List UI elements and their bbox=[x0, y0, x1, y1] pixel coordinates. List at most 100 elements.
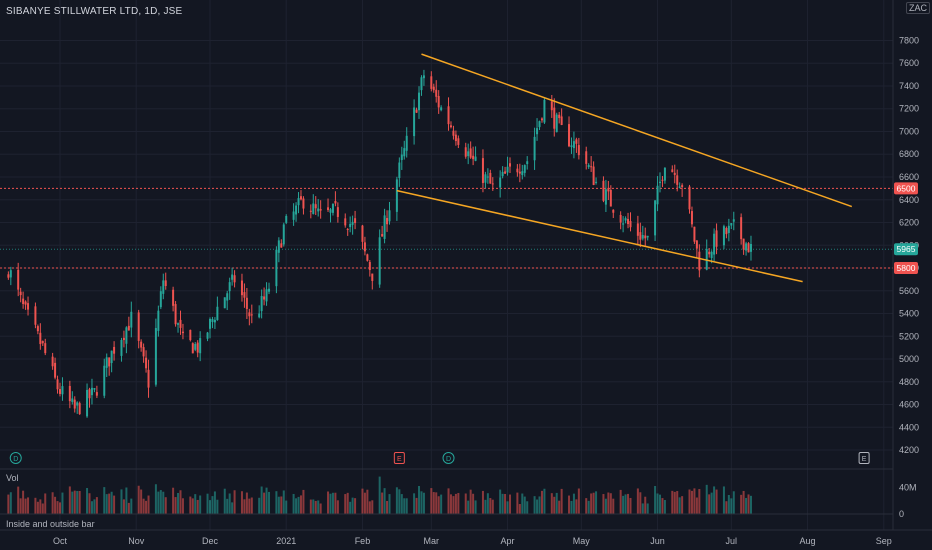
volume-bar bbox=[560, 488, 563, 514]
candle-body bbox=[243, 292, 246, 298]
candle-body bbox=[395, 179, 398, 212]
price-tick-label: 7400 bbox=[899, 81, 919, 91]
volume-pane-label[interactable]: Vol bbox=[6, 473, 19, 483]
candle-body bbox=[231, 274, 234, 280]
trendlines[interactable] bbox=[396, 53, 853, 283]
candle-body bbox=[420, 77, 423, 91]
volume-bar bbox=[226, 498, 229, 514]
candle-body bbox=[105, 357, 108, 368]
candle-body bbox=[248, 312, 251, 317]
candle-body bbox=[211, 319, 214, 322]
earnings-marker[interactable] bbox=[393, 452, 405, 464]
volume-bar bbox=[86, 488, 89, 514]
candle-body bbox=[24, 301, 27, 305]
volume-bar bbox=[690, 490, 693, 514]
volume-bar bbox=[540, 490, 543, 514]
candle-body bbox=[590, 166, 593, 168]
candle-body bbox=[9, 270, 12, 278]
volume-bar bbox=[120, 489, 123, 514]
price-label-text: 5965 bbox=[897, 244, 916, 254]
volume-bar bbox=[570, 500, 573, 514]
candle-body bbox=[147, 369, 150, 388]
candle-body bbox=[587, 164, 590, 168]
volume-bar bbox=[747, 494, 750, 514]
volume-bar bbox=[78, 490, 81, 514]
candle-body bbox=[629, 221, 632, 228]
volume-bar bbox=[533, 496, 536, 514]
volume-bar bbox=[199, 495, 202, 514]
volume-bar bbox=[656, 493, 659, 514]
volume-bar bbox=[708, 494, 711, 514]
volume-bar bbox=[17, 486, 20, 514]
volume-bar bbox=[644, 496, 647, 514]
volume-bar bbox=[509, 494, 511, 514]
candle-body bbox=[51, 356, 54, 367]
volume-bar bbox=[710, 492, 713, 514]
candle-body bbox=[454, 134, 457, 142]
volume-bar bbox=[432, 492, 435, 514]
candle-body bbox=[76, 402, 79, 406]
candle-body bbox=[154, 328, 157, 385]
event-marker-label: E bbox=[397, 456, 402, 463]
volume-bar bbox=[9, 492, 12, 514]
volume-bar bbox=[481, 490, 484, 514]
time-tick-label: Apr bbox=[501, 536, 515, 546]
volume-bar bbox=[405, 498, 408, 514]
price-label-badge bbox=[894, 182, 918, 195]
volume-bar bbox=[216, 499, 219, 514]
volume-bar bbox=[585, 498, 588, 514]
candle-body bbox=[103, 365, 106, 396]
volume-bar bbox=[334, 492, 337, 514]
time-axis[interactable]: Oct Nov Dec 2021 Feb Mar Apr May Jun Jul Aug Sep bbox=[53, 536, 892, 546]
volume-bar bbox=[464, 493, 467, 514]
candle-body bbox=[39, 332, 42, 345]
volume-bar bbox=[688, 489, 691, 514]
dividend-marker[interactable] bbox=[442, 452, 455, 464]
candle-body bbox=[742, 238, 745, 250]
candle-body bbox=[715, 230, 718, 247]
volume-bar bbox=[265, 487, 268, 514]
candle-body bbox=[73, 399, 76, 409]
volume-bar bbox=[27, 497, 30, 514]
volume-bar bbox=[88, 493, 91, 514]
trendline[interactable] bbox=[421, 53, 853, 208]
volume-bar bbox=[518, 504, 521, 514]
candle-body bbox=[690, 211, 693, 225]
time-tick-label: Aug bbox=[800, 536, 816, 546]
dividend-marker[interactable] bbox=[9, 452, 22, 464]
candle-body bbox=[740, 217, 743, 240]
volume-bar bbox=[181, 498, 184, 514]
volume-bar bbox=[189, 496, 192, 514]
earnings-marker[interactable] bbox=[858, 452, 870, 464]
candle-body bbox=[481, 158, 484, 184]
candle-body bbox=[725, 228, 728, 235]
time-tick-label: Oct bbox=[53, 536, 68, 546]
candle-body bbox=[327, 207, 330, 210]
volume-bar bbox=[550, 493, 553, 514]
price-tick-label: 5200 bbox=[899, 331, 919, 341]
trendline[interactable] bbox=[396, 189, 803, 283]
candle-body bbox=[568, 124, 571, 147]
time-tick-label: Mar bbox=[424, 536, 440, 546]
volume-bar bbox=[260, 486, 263, 514]
volume-bar bbox=[34, 497, 37, 514]
volume-bar bbox=[572, 493, 575, 514]
volume-bar bbox=[418, 485, 421, 514]
candle-body bbox=[639, 232, 642, 240]
volume-bar bbox=[636, 488, 639, 514]
candle-body bbox=[164, 280, 167, 287]
candle-body bbox=[258, 313, 261, 318]
volume-bar bbox=[93, 499, 96, 514]
volume-bar bbox=[206, 493, 209, 514]
candle-body bbox=[319, 209, 322, 211]
volume-bar bbox=[263, 492, 266, 514]
candle-body bbox=[122, 337, 125, 341]
volume-bar bbox=[646, 503, 649, 514]
candle-body bbox=[213, 319, 216, 323]
volume-bar bbox=[543, 488, 546, 514]
indicator-pane-label[interactable]: Inside and outside bar bbox=[6, 519, 95, 529]
currency-badge[interactable]: ZAC bbox=[906, 2, 930, 14]
candle-body bbox=[627, 218, 630, 225]
